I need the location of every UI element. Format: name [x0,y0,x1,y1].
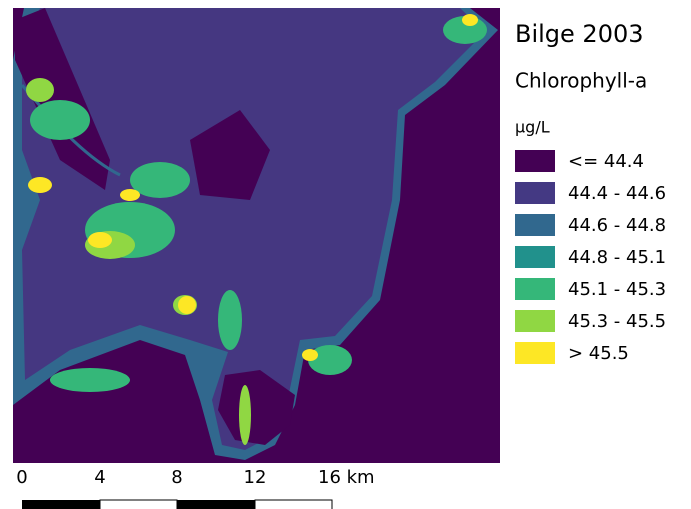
legend-label: 44.4 - 44.6 [568,183,666,204]
legend-swatch [515,278,555,300]
map-title: Bilge 2003 [515,20,644,48]
legend-title: Chlorophyll-a [515,69,647,93]
legend-swatch [515,246,555,268]
scale-label: 4 [94,467,105,488]
scale-label: 0 [16,467,27,488]
legend-swatch [515,214,555,236]
legend-label: 44.6 - 44.8 [568,215,666,236]
scale-label: 8 [171,467,182,488]
legend-label: > 45.5 [568,343,629,364]
scale-bar: 0 4 8 12 16 km [16,467,374,509]
legend-swatch [515,150,555,172]
scale-segment [255,500,332,509]
scale-segment [100,500,177,509]
legend-unit: µg/L [515,118,550,137]
legend-label: 45.1 - 45.3 [568,279,666,300]
legend-label: 44.8 - 45.1 [568,247,666,268]
legend-swatch [515,182,555,204]
legend-swatch [515,310,555,332]
scale-segment [177,500,255,509]
legend: <= 44.4 44.4 - 44.6 44.6 - 44.8 44.8 - 45.1… [515,150,666,364]
map-layout: Bilge 2003 Chlorophyll-a µg/L <= 44.4 44.… [0,0,691,509]
legend-label: 45.3 - 45.5 [568,311,666,332]
scale-label: 16 km [318,467,375,488]
scale-label: 12 [244,467,267,488]
legend-label: <= 44.4 [568,151,644,172]
map [13,8,500,463]
legend-swatch [515,342,555,364]
scale-segment [22,500,100,509]
